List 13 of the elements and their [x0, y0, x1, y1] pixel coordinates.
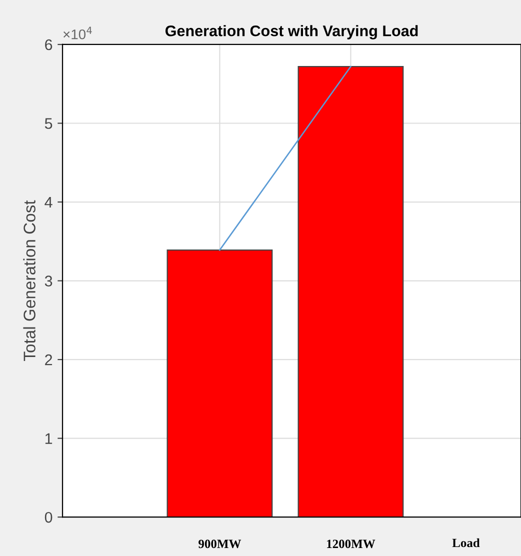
- y-tick-label: 4: [44, 197, 52, 208]
- y-tick-label: 6: [45, 39, 52, 50]
- text: ×10$^{4}$: [63, 26, 92, 40]
- x-tick-label: 900MW: [198, 540, 242, 548]
- x-tick-label: 1200MW: [327, 540, 376, 548]
- y-tick-label: 3: [44, 276, 52, 286]
- y-tick-label: 0: [44, 512, 52, 523]
- chart-title: Generation Cost with Varying Load: [165, 25, 418, 40]
- y-tick-label: 2: [45, 354, 52, 366]
- y-axis-title: Total Generation Cost: [23, 200, 36, 361]
- y-tick-label: 1: [45, 433, 52, 444]
- y-tick-label: 5: [44, 118, 52, 129]
- x-axis-title: Load: [452, 538, 480, 548]
